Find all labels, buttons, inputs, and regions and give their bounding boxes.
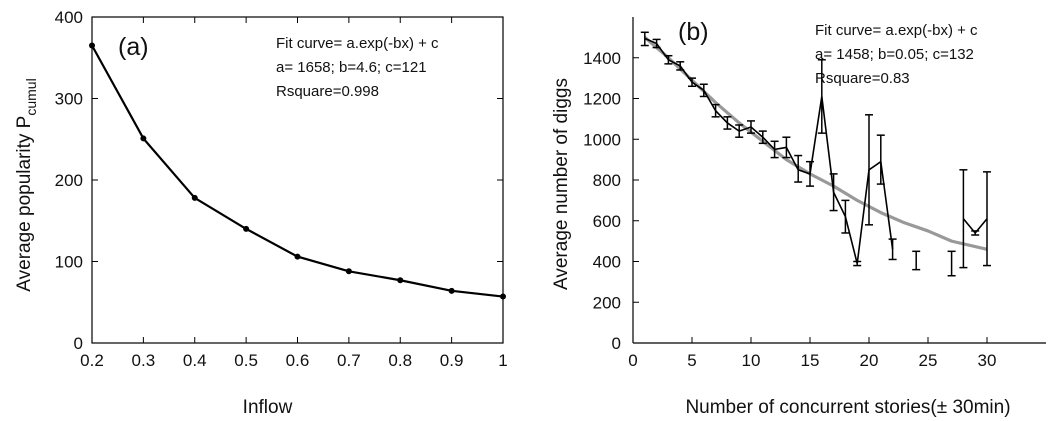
- y-tick-label-b: 800: [593, 171, 621, 190]
- y-axis-label-a: Average popularity Pcumul: [14, 78, 39, 291]
- y-tick-label-b: 400: [593, 253, 621, 272]
- x-tick-label-b: 5: [687, 351, 696, 370]
- data-point-a: [345, 268, 352, 275]
- x-tick-label-b: 15: [801, 351, 820, 370]
- x-tick-label-b: 30: [978, 351, 997, 370]
- y-tick-label-b: 1000: [583, 130, 621, 149]
- x-tick-label-a: 0.5: [234, 351, 258, 370]
- data-point-a: [294, 253, 301, 260]
- y-tick-label-a: 300: [55, 90, 83, 109]
- data-point-a: [397, 277, 404, 284]
- data-point-a: [140, 135, 147, 142]
- x-tick-label-a: 0.9: [440, 351, 464, 370]
- y-tick-label-a: 400: [55, 8, 83, 27]
- y-axis-label-a-main: Average popularity P: [14, 116, 35, 292]
- x-tick-label-a: 0.6: [286, 351, 310, 370]
- y-tick-label-a: 0: [74, 334, 83, 353]
- chart-b: 0 5 10 15 20 25 30 0 200 400 600 800 1000 1200 1400 Num…: [551, 17, 1046, 418]
- y-tick-label-b: 600: [593, 212, 621, 231]
- x-tick-label-a: 0.2: [80, 351, 104, 370]
- annotation-b: Rsquare=0.83: [815, 70, 910, 87]
- x-tick-label-a: 0.8: [388, 351, 412, 370]
- x-tick-label-b: 10: [742, 351, 761, 370]
- x-tick-label-a: 1: [498, 351, 507, 370]
- series-line-b: [644, 37, 894, 264]
- y-tick-label-b: 1400: [583, 49, 621, 68]
- annotation-a: Fit curve= a.exp(-bx) + c: [276, 35, 439, 52]
- x-tick-label-a: 0.4: [183, 351, 207, 370]
- x-tick-label-a: 0.3: [132, 351, 156, 370]
- x-tick-label-b: 20: [860, 351, 879, 370]
- x-axis-label-b: Number of concurrent stories(± 30min): [685, 397, 1010, 418]
- y-tick-label-b: 0: [612, 334, 621, 353]
- x-tick-label-b: 25: [919, 351, 938, 370]
- x-tick-label-b: 0: [628, 351, 637, 370]
- data-point-a: [243, 225, 250, 232]
- annotation-b: Fit curve= a.exp(-bx) + c: [815, 22, 978, 39]
- y-tick-label-a: 100: [55, 253, 83, 272]
- y-axis-label-b: Average number of diggs: [551, 78, 572, 290]
- y-tick-label-b: 200: [593, 293, 621, 312]
- chart-a: 0.2 0.3 0.4 0.5 0.6 0.7 0.8 0.9 1 0 100 200 300 400 In…: [14, 8, 508, 418]
- y-axis-label-a-subscript: cumul: [23, 78, 39, 115]
- data-point-a: [191, 194, 198, 201]
- panel-label-b: (b): [678, 18, 709, 46]
- annotation-a: Rsquare=0.998: [276, 83, 379, 100]
- annotation-b: a= 1458; b=0.05; c=132: [815, 46, 974, 63]
- y-tick-label-b: 1200: [583, 90, 621, 109]
- data-point-a: [448, 287, 455, 294]
- data-point-a: [500, 293, 506, 300]
- y-tick-label-a: 200: [55, 171, 83, 190]
- x-axis-label-a: Inflow: [243, 397, 293, 418]
- panel-label-a: (a): [118, 33, 149, 61]
- data-point-a: [89, 42, 95, 49]
- annotation-a: a= 1658; b=4.6; c=121: [276, 59, 427, 76]
- x-tick-label-a: 0.7: [337, 351, 361, 370]
